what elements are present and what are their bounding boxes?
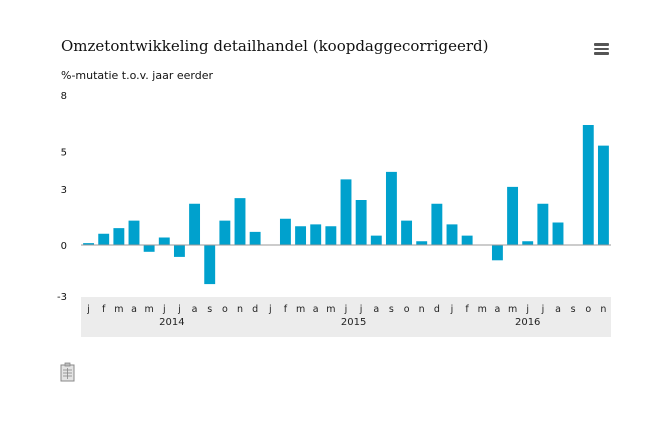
y-tick-label: -3 xyxy=(57,292,67,303)
bar-5 xyxy=(158,237,170,245)
x-tick-label: a xyxy=(555,304,561,315)
x-tick-label: d xyxy=(252,304,258,315)
bar-19 xyxy=(370,235,382,246)
bar-23 xyxy=(431,203,443,245)
x-tick-label: f xyxy=(284,304,288,315)
bar-0 xyxy=(83,243,95,246)
year-label: 2014 xyxy=(159,317,184,328)
x-tick-label: j xyxy=(86,304,90,315)
bar-9 xyxy=(219,220,231,246)
table-view-icon[interactable] xyxy=(60,362,76,382)
x-tick-label: m xyxy=(478,304,487,315)
x-tick-label: f xyxy=(465,304,469,315)
bar-6 xyxy=(173,245,185,257)
bar-8 xyxy=(204,245,216,285)
y-tick-label: 0 xyxy=(61,241,67,252)
y-tick-label: 3 xyxy=(61,185,67,196)
x-tick-label: a xyxy=(313,304,319,315)
bar-31 xyxy=(552,222,564,245)
year-label: 2015 xyxy=(341,317,366,328)
x-tick-label: m xyxy=(144,304,153,315)
bar-1 xyxy=(98,233,110,245)
x-tick-label: j xyxy=(359,304,363,315)
x-tick-label: a xyxy=(373,304,379,315)
year-label: 2016 xyxy=(515,317,540,328)
x-tick-label: n xyxy=(600,304,606,315)
x-tick-label: s xyxy=(207,304,212,315)
bar-18 xyxy=(355,200,367,245)
x-tick-label: s xyxy=(571,304,576,315)
bar-16 xyxy=(325,226,337,245)
x-tick-label: a xyxy=(494,304,500,315)
x-tick-label: j xyxy=(344,304,348,315)
chart-title: Omzetontwikkeling detailhandel (koopdagg… xyxy=(61,37,489,55)
bar-20 xyxy=(385,171,397,246)
bar-2 xyxy=(113,228,125,246)
bar-24 xyxy=(446,224,458,246)
bar-11 xyxy=(249,231,261,246)
bar-28 xyxy=(507,186,519,246)
bars-group xyxy=(83,125,609,285)
bar-30 xyxy=(537,203,549,245)
bar-15 xyxy=(310,224,322,246)
x-tick-label: f xyxy=(102,304,106,315)
x-tick-label: o xyxy=(404,304,410,315)
bar-22 xyxy=(416,241,428,245)
bar-14 xyxy=(295,226,307,245)
bar-3 xyxy=(128,220,140,246)
bar-25 xyxy=(461,235,473,246)
bar-17 xyxy=(340,179,352,246)
x-tick-label: s xyxy=(389,304,394,315)
x-tick-label: m xyxy=(508,304,517,315)
x-tick-label: j xyxy=(162,304,166,315)
year-labels-group: 2014 2015 2016 xyxy=(159,317,540,328)
x-tick-label: j xyxy=(177,304,181,315)
x-tick-label: j xyxy=(541,304,545,315)
x-tick-label: o xyxy=(222,304,228,315)
x-tick-label: o xyxy=(585,304,591,315)
y-axis-label: %-mutatie t.o.v. jaar eerder xyxy=(61,69,213,82)
bar-33 xyxy=(582,125,594,245)
x-tick-label: a xyxy=(131,304,137,315)
bar-4 xyxy=(143,245,155,252)
x-tick-label: j xyxy=(268,304,272,315)
bar-29 xyxy=(522,241,534,245)
x-tick-label: m xyxy=(326,304,335,315)
bar-10 xyxy=(234,198,246,246)
x-tick-label: j xyxy=(450,304,454,315)
x-tick-label: j xyxy=(525,304,529,315)
x-tick-label: d xyxy=(434,304,440,315)
x-tick-label: n xyxy=(419,304,425,315)
x-tick-label: m xyxy=(296,304,305,315)
x-tick-label: n xyxy=(237,304,243,315)
hamburger-menu-icon[interactable] xyxy=(594,43,609,55)
y-ticks-group: 8 5 3 0 -3 xyxy=(57,91,67,303)
y-tick-label: 8 xyxy=(61,91,67,102)
x-axis-band xyxy=(81,297,611,337)
bar-34 xyxy=(597,145,609,246)
bar-13 xyxy=(279,218,291,245)
bar-7 xyxy=(189,203,201,245)
y-tick-label: 5 xyxy=(61,147,67,158)
x-tick-label: a xyxy=(192,304,198,315)
bar-21 xyxy=(401,220,413,246)
bar-27 xyxy=(491,245,503,261)
x-tick-label: m xyxy=(114,304,123,315)
